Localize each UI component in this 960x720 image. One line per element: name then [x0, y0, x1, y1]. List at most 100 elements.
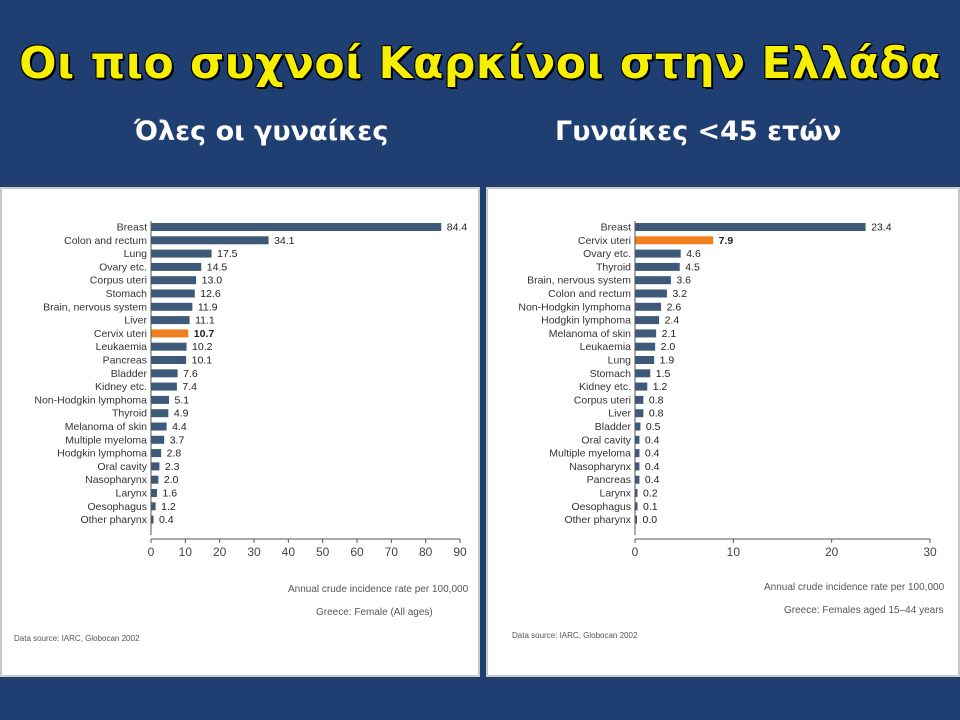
value-label: 0.5 [646, 421, 661, 433]
value-label: 0.8 [649, 394, 664, 406]
bar [151, 462, 160, 471]
bar [151, 276, 197, 285]
category-label: Ovary etc. [583, 248, 631, 260]
bar [635, 249, 681, 258]
category-label: Other pharynx [564, 514, 631, 526]
value-label: 1.6 [162, 488, 177, 500]
value-label: 13.0 [202, 275, 223, 287]
value-label: 7.9 [719, 235, 734, 247]
bar [635, 342, 656, 351]
value-label: 4.5 [685, 261, 700, 273]
x-tick-label: 60 [350, 545, 364, 559]
value-label: 3.2 [672, 288, 687, 300]
category-label: Stomach [590, 368, 632, 380]
value-label: 34.1 [274, 235, 295, 247]
chart-panel-all-ages: 0 10 20 30 40 50 60 70 80 90 Breast 84.4 Colon and r… [0, 187, 480, 677]
value-label: 2.1 [662, 328, 677, 340]
value-label: 4.9 [174, 408, 189, 420]
category-label: Oral cavity [581, 434, 631, 446]
bar [151, 262, 202, 271]
bar [151, 236, 269, 245]
value-label: 3.6 [676, 275, 691, 287]
value-label: 2.6 [667, 301, 682, 313]
chart-panel-15-44: 0 10 20 30 Breast 23.4 Cervix uteri 7.9 Ovary et… [486, 187, 960, 677]
category-label: Oesophagus [571, 501, 631, 513]
value-label: 7.4 [182, 381, 197, 393]
bar [151, 382, 177, 391]
category-label: Hodgkin lymphoma [57, 448, 147, 460]
bar [151, 422, 167, 431]
x-tick-label: 40 [282, 545, 296, 559]
chart-subtitle: Greece: Female (All ages) [316, 607, 433, 618]
category-label: Stomach [106, 288, 148, 300]
bar [635, 435, 640, 444]
category-label: Pancreas [103, 355, 147, 367]
bar [151, 409, 169, 418]
category-label: Breast [601, 222, 631, 234]
data-source: Data source: IARC, Globocan 2002 [14, 634, 140, 643]
bar [151, 515, 154, 524]
category-label: Leukaemia [96, 341, 148, 353]
bar [635, 515, 637, 524]
category-label: Melanoma of skin [65, 421, 147, 433]
value-label: 0.0 [643, 514, 658, 526]
bar [635, 223, 866, 231]
bar [151, 356, 187, 364]
value-label: 0.4 [645, 448, 660, 460]
category-label: Larynx [115, 488, 147, 500]
bar [151, 289, 195, 298]
category-label: Colon and rectum [548, 288, 631, 300]
value-label: 1.5 [656, 368, 671, 380]
value-label: 11.1 [195, 315, 215, 327]
bar [635, 475, 640, 484]
x-tick-label: 0 [632, 545, 639, 559]
bar [635, 369, 651, 378]
category-label: Liver [608, 408, 631, 420]
category-label: Thyroid [596, 261, 631, 273]
bar [635, 302, 662, 311]
category-label: Hodgkin lymphoma [541, 315, 631, 327]
bar [635, 329, 657, 338]
category-label: Brain, nervous system [43, 301, 147, 313]
x-tick-label: 20 [825, 545, 839, 559]
category-label: Kidney etc. [579, 381, 631, 393]
category-label: Cervix uteri [578, 235, 631, 247]
bar [635, 395, 644, 404]
bar [151, 342, 187, 351]
value-label: 2.0 [164, 474, 179, 486]
subtitle-all-women: Όλες οι γυναίκες [134, 116, 389, 147]
category-label: Lung [608, 355, 632, 367]
value-label: 4.6 [686, 248, 701, 260]
slide-title: Οι πιο συχνοί Καρκίνοι στην Ελλάδα [19, 38, 941, 89]
bar [635, 449, 640, 458]
bar [635, 502, 638, 511]
x-tick-label: 10 [179, 545, 193, 559]
x-axis-label: Annual crude incidence rate per 100,000 [764, 582, 945, 593]
x-tick-label: 10 [727, 545, 741, 559]
x-tick-label: 80 [419, 545, 433, 559]
category-label: Bladder [111, 368, 148, 380]
value-label: 5.1 [175, 394, 190, 406]
bar [151, 475, 159, 484]
category-label: Nasopharynx [569, 461, 632, 473]
category-label: Non-Hodgkin lymphoma [518, 301, 631, 313]
x-tick-label: 90 [453, 545, 467, 559]
category-label: Colon and rectum [64, 235, 147, 247]
category-label: Melanoma of skin [549, 328, 631, 340]
value-label: 11.9 [198, 301, 218, 313]
subtitle-women-under-45: Γυναίκες <45 ετών [555, 116, 842, 147]
value-label: 3.7 [170, 434, 185, 446]
bar [151, 449, 162, 458]
value-label: 84.4 [447, 222, 468, 234]
value-label: 1.9 [660, 355, 675, 367]
value-label: 0.4 [645, 461, 660, 473]
bar-chart-all-ages: 0 10 20 30 40 50 60 70 80 90 Breast 84.4 Colon and r… [34, 221, 468, 559]
category-label: Larynx [599, 488, 631, 500]
value-label: 10.1 [192, 355, 213, 367]
bar [635, 289, 667, 298]
x-tick-label: 30 [923, 545, 937, 559]
value-label: 0.4 [645, 474, 660, 486]
value-label: 23.4 [871, 222, 892, 234]
category-label: Oesophagus [87, 501, 147, 513]
value-label: 17.5 [217, 248, 238, 260]
